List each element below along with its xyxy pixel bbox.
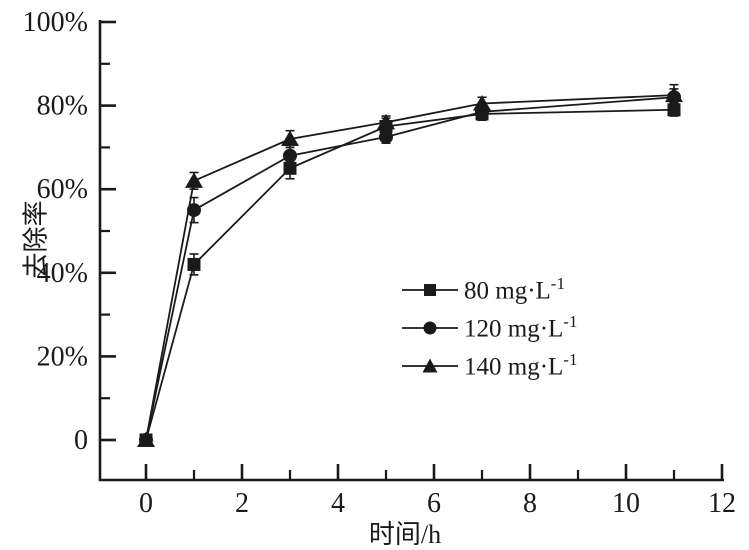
- legend-item-120mgL: 120 mg·L-1: [402, 312, 578, 343]
- series-circle: [139, 88, 681, 447]
- x-tick-label: 8: [523, 488, 537, 519]
- y-tick-label: 0: [74, 425, 88, 456]
- legend-label: 140 mg·L-1: [464, 350, 578, 381]
- x-axis-title: 时间/h: [368, 520, 442, 549]
- square-marker-icon: [402, 284, 458, 296]
- y-tick-label: 20%: [37, 341, 88, 372]
- y-tick-label: 40%: [37, 258, 88, 289]
- series-triangle: [137, 83, 683, 447]
- circle-marker-icon: [402, 321, 458, 335]
- x-tick-label: 6: [427, 488, 441, 519]
- y-tick-label: 80%: [37, 91, 88, 122]
- x-tick-label: 0: [139, 488, 153, 519]
- series-square: [139, 102, 681, 447]
- y-tick-label: 60%: [37, 174, 88, 205]
- x-tick-label: 2: [235, 488, 249, 519]
- legend-label: 80 mg·L-1: [464, 274, 565, 305]
- x-tick-label: 4: [331, 488, 345, 519]
- legend-item-80mgL: 80 mg·L-1: [402, 274, 577, 305]
- x-tick-label: 10: [612, 488, 640, 519]
- y-axis-title: 去除率: [21, 200, 51, 279]
- y-tick-label: 100%: [23, 7, 88, 38]
- legend-item-140mgL: 140 mg·L-1: [402, 350, 578, 381]
- axes: 0 20% 40% 60% 80% 100% 0 2 4 6 8 10 12: [23, 7, 736, 519]
- legend: 80 mg·L-1 120 mg·L-1 140 mg·L-1: [402, 274, 578, 390]
- legend-label: 120 mg·L-1: [464, 312, 578, 343]
- x-tick-label: 12: [708, 488, 736, 519]
- triangle-marker-icon: [402, 358, 458, 373]
